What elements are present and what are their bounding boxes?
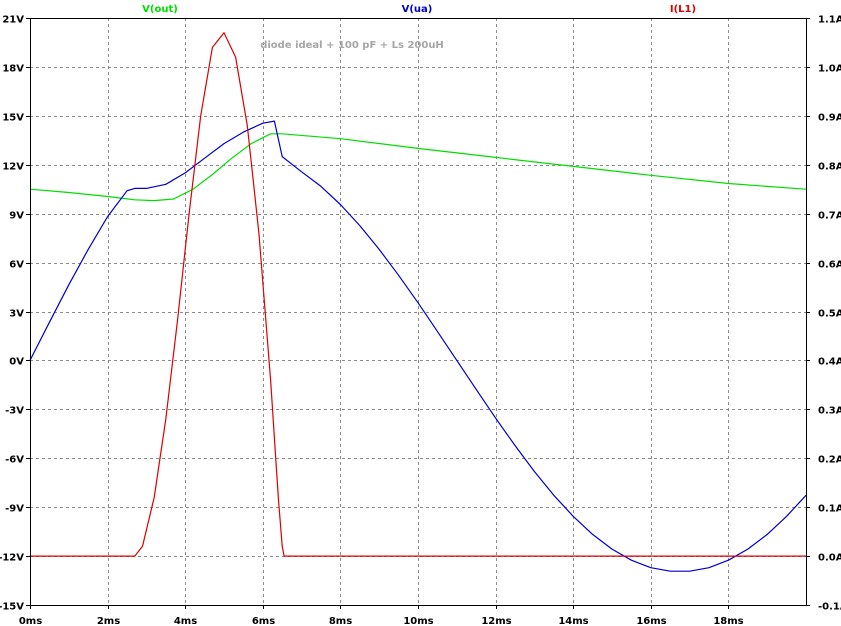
y-right-tick-label: 0.3A xyxy=(818,406,841,417)
y-right-tick-label: 1.0A xyxy=(818,64,841,75)
x-tick-label: 8ms xyxy=(329,616,352,626)
y-left-tick-label: -6V xyxy=(5,455,24,466)
y-right-tick-label: 0.4A xyxy=(818,357,841,368)
grid-lines xyxy=(30,18,806,605)
y-left-tick-label: 9V xyxy=(9,211,24,222)
x-tick-label: 0ms xyxy=(19,616,42,626)
series-line-i-l1 xyxy=(30,32,806,557)
x-tick-label: 2ms xyxy=(97,616,120,626)
y-left-axis-ticks: 21V 18V 15V 12V 9V 6V 3V 0V -3V -6V -9V -12V -15V xyxy=(0,15,30,613)
chart-annotation: diode ideal + 100 pF + Ls 200uH xyxy=(260,40,444,51)
x-tick-label: 6ms xyxy=(252,616,275,626)
y-left-tick-label: -15V xyxy=(0,602,24,613)
y-right-tick-label: -0.1A xyxy=(818,602,841,613)
x-tick-label: 4ms xyxy=(174,616,197,626)
x-tick-label: 16ms xyxy=(636,616,666,626)
series-line-v-ua xyxy=(29,120,807,572)
y-right-axis-ticks: 1.1A 1.0A 0.9A 0.8A 0.7A 0.6A 0.5A 0.4A 0.3A 0.2A… xyxy=(806,15,841,613)
y-left-tick-label: 15V xyxy=(2,113,24,124)
y-left-tick-label: 12V xyxy=(2,162,24,173)
y-left-tick-label: 0V xyxy=(9,357,24,368)
y-left-tick-label: -12V xyxy=(0,553,24,564)
legend-v-out: V(out) xyxy=(142,4,178,15)
y-right-tick-label: 0.9A xyxy=(818,113,841,124)
y-right-tick-label: 0.1A xyxy=(818,504,841,515)
legend-i-l1: I(L1) xyxy=(670,4,696,15)
y-right-tick-label: 0.8A xyxy=(818,162,841,173)
y-left-tick-label: -9V xyxy=(5,504,24,515)
legend-v-ua: V(ua) xyxy=(402,4,433,15)
x-tick-label: 18ms xyxy=(713,616,743,626)
y-left-tick-label: 6V xyxy=(9,260,24,271)
legend: V(out) V(ua) I(L1) xyxy=(142,4,696,15)
y-left-tick-label: 21V xyxy=(2,15,24,26)
y-right-tick-label: 0.2A xyxy=(818,455,841,466)
x-tick-label: 14ms xyxy=(558,616,588,626)
y-right-tick-label: 0.0A xyxy=(818,553,841,564)
y-right-tick-label: 0.7A xyxy=(818,211,841,222)
series-layer xyxy=(29,32,807,572)
y-left-tick-label: 3V xyxy=(9,309,24,320)
y-left-tick-label: -3V xyxy=(5,406,24,417)
series-line-v-out xyxy=(29,133,807,202)
x-tick-label: 10ms xyxy=(403,616,433,626)
x-tick-label: 12ms xyxy=(481,616,511,626)
y-right-tick-label: 0.5A xyxy=(818,309,841,320)
y-right-tick-label: 0.6A xyxy=(818,260,841,271)
y-right-tick-label: 1.1A xyxy=(818,15,841,26)
x-axis-ticks: 0ms 2ms 4ms 6ms 8ms 10ms 12ms 14ms 16ms 18ms xyxy=(19,605,744,626)
y-left-tick-label: 18V xyxy=(2,64,24,75)
